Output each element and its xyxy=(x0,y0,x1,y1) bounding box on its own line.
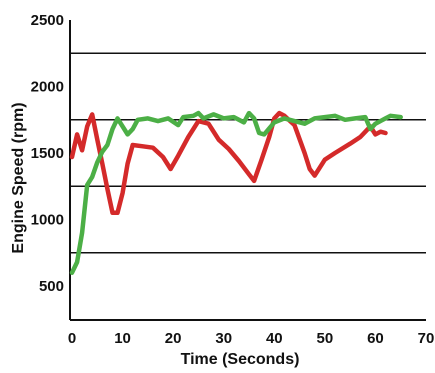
y-tick-label-1500: 1500 xyxy=(31,145,64,162)
series-lines xyxy=(69,110,403,275)
y-axis-title: Engine Speed (rpm) xyxy=(10,102,27,253)
axes xyxy=(69,20,426,321)
grid-lines xyxy=(70,52,426,254)
series-1 xyxy=(69,110,403,275)
x-tick-label-10: 10 xyxy=(114,330,131,347)
series-line-1 xyxy=(69,110,403,275)
y-tick-labels: 500 1000 1500 2000 2500 xyxy=(31,12,64,295)
x-tick-label-40: 40 xyxy=(266,330,283,347)
x-tick-label-20: 20 xyxy=(165,330,182,347)
x-tick-label-0: 0 xyxy=(68,330,76,347)
y-tick-label-500: 500 xyxy=(39,278,64,295)
x-tick-labels: 0 10 20 30 40 50 60 70 xyxy=(68,330,435,347)
x-tick-label-70: 70 xyxy=(418,330,435,347)
series-0 xyxy=(69,110,388,216)
y-tick-label-1000: 1000 xyxy=(31,212,64,229)
x-tick-label-60: 60 xyxy=(367,330,384,347)
y-tick-label-2000: 2000 xyxy=(31,79,64,96)
y-tick-label-2500: 2500 xyxy=(31,12,64,29)
x-axis-title: Time (Seconds) xyxy=(181,351,300,368)
series-line-0 xyxy=(69,110,388,216)
x-tick-label-30: 30 xyxy=(215,330,232,347)
x-tick-label-50: 50 xyxy=(317,330,334,347)
